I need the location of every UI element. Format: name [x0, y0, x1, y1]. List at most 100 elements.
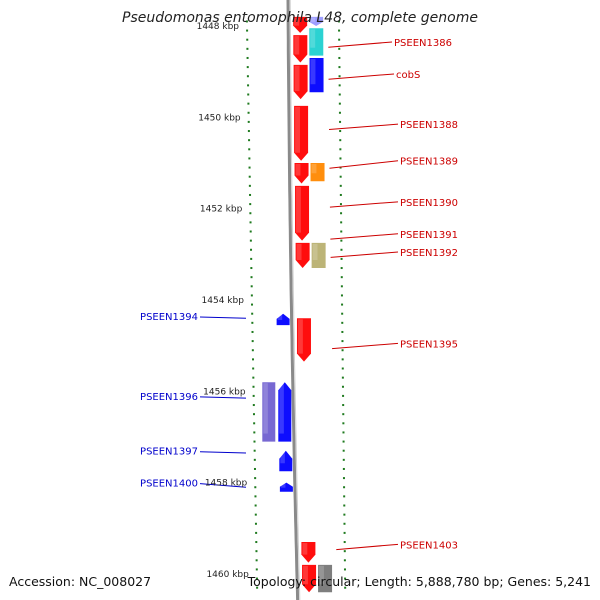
tick-mark [342, 394, 345, 397]
tick-label: 1454 kbp [202, 296, 245, 306]
leader-line [332, 342, 399, 350]
tick-mark [339, 120, 342, 123]
tick-mark [253, 467, 256, 470]
gene-arrow [293, 35, 308, 63]
tick-mark [341, 376, 344, 379]
tick-mark [339, 203, 342, 206]
gene-arrow-highlight [280, 483, 286, 488]
gene-arrow [276, 313, 290, 326]
tick-mark [250, 285, 253, 288]
gene-arrow [262, 382, 276, 442]
tick-mark [251, 330, 254, 333]
tick-mark [249, 193, 252, 196]
leader-line [199, 316, 247, 319]
tick-mark [254, 522, 257, 525]
tick-mark [341, 349, 344, 352]
gene-arrow [294, 105, 309, 161]
tick-mark [251, 303, 254, 306]
tick-mark [342, 413, 345, 416]
leader-line [199, 396, 247, 399]
leader-line [329, 160, 399, 169]
tick-mark [341, 358, 344, 361]
gene-arrow-highlight [302, 543, 308, 555]
tick-mark [339, 148, 342, 151]
tick-mark [341, 321, 344, 324]
tick-label: 1460 kbp [206, 570, 249, 580]
tick-mark [341, 340, 344, 343]
tick-mark [247, 130, 250, 133]
tick-mark [253, 440, 256, 443]
tick-mark [254, 504, 257, 507]
gene-arrow-highlight [310, 17, 316, 22]
tick-mark [342, 458, 345, 461]
tick-mark [340, 257, 343, 260]
tick-label: 1450 kbp [198, 113, 241, 123]
gene-arrow [294, 163, 309, 184]
tick-mark [342, 431, 345, 434]
label-leader-lines [199, 41, 399, 551]
gene-label: PSEEN1395 [400, 339, 458, 350]
gene-arrow-highlight [277, 314, 283, 320]
tick-mark [255, 568, 258, 571]
tick-mark [338, 75, 341, 78]
tick-mark [344, 586, 347, 589]
leader-line [328, 41, 393, 48]
tick-mark [254, 486, 257, 489]
tick-mark [253, 458, 256, 461]
tick-mark [341, 367, 344, 370]
gene-arrow-highlight [280, 451, 285, 464]
gene-arrow [318, 564, 333, 593]
tick-mark [338, 111, 341, 114]
tick-mark [343, 495, 346, 498]
gene-arrow-highlight [311, 164, 317, 174]
tick-mark [339, 166, 342, 169]
tick-mark [252, 413, 255, 416]
tick-mark [246, 47, 249, 50]
tick-mark [339, 130, 342, 133]
tick-mark [340, 230, 343, 233]
tick-mark [254, 477, 257, 480]
tick-mark [250, 276, 253, 279]
tick-mark [247, 102, 250, 105]
tick-mark [248, 184, 251, 187]
tick-mark [252, 376, 255, 379]
tick-mark [342, 467, 345, 470]
gene-arrow [295, 185, 310, 241]
tick-mark [246, 29, 249, 32]
tick-mark [341, 303, 344, 306]
tick-mark [246, 75, 249, 78]
tick-mark [252, 394, 255, 397]
gene-arrow-highlight [295, 106, 300, 153]
tick-mark [251, 312, 254, 315]
tick-mark [342, 440, 345, 443]
gene-arrow-highlight [312, 243, 318, 261]
gene-arrow [279, 450, 293, 472]
gene-arrow [293, 64, 308, 100]
tick-mark [340, 239, 343, 242]
tick-mark [343, 513, 346, 516]
tick-mark [339, 139, 342, 142]
gene-label: PSEEN1388 [400, 120, 458, 131]
tick-mark [341, 385, 344, 388]
gene-arrow [295, 242, 310, 269]
leader-line [328, 73, 395, 80]
gene-label: PSEEN1389 [400, 157, 458, 168]
tick-mark [246, 56, 249, 59]
tick-mark [339, 184, 342, 187]
gene-arrow-highlight [296, 243, 302, 261]
gene-arrow-highlight [263, 383, 268, 434]
topology-text: Topology: circular; Length: 5,888,780 bp… [247, 574, 591, 589]
backbone-inner [289, 0, 301, 600]
tick-mark [340, 221, 343, 224]
gene-arrow [279, 482, 293, 492]
tick-mark [249, 212, 252, 215]
gene-arrow-highlight [303, 565, 308, 585]
tick-mark [338, 102, 341, 105]
gene-label: PSEEN1390 [400, 198, 458, 209]
tick-mark [252, 367, 255, 370]
gene-arrow [296, 318, 311, 362]
tick-mark [338, 38, 341, 41]
gene-label: PSEEN1400 [140, 479, 198, 490]
tick-mark [343, 568, 346, 571]
gene-arrow [278, 382, 292, 442]
